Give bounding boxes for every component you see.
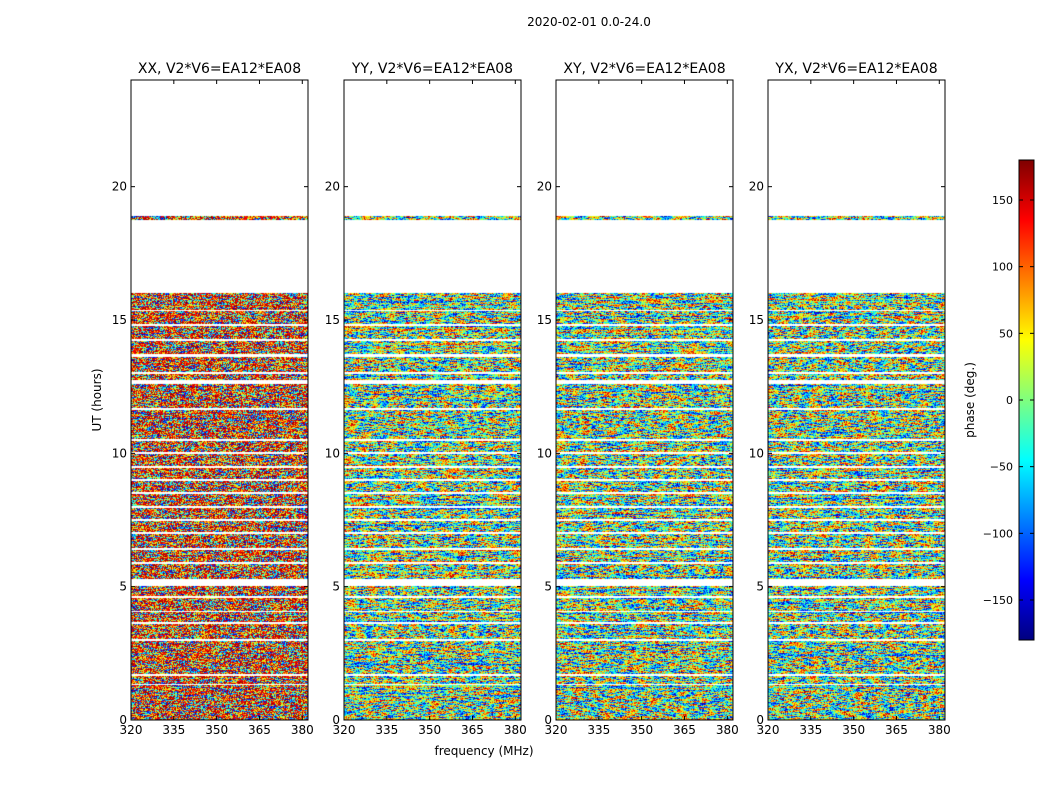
panel-title: YX, V2*V6=EA12*EA08 (774, 61, 937, 77)
y-tick-label: 20 (325, 180, 340, 194)
x-tick-label: 365 (248, 723, 271, 737)
y-axis-label: UT (hours) (90, 368, 104, 431)
panel-xy: XY, V2*V6=EA12*EA08 320 335 350 365 380 0 5 10 15… (537, 61, 739, 737)
colorbar-tick-label: 50 (999, 327, 1013, 340)
phase-heatmap-image (344, 80, 521, 720)
y-tick-label: 10 (112, 446, 127, 460)
x-tick-label: 365 (885, 723, 908, 737)
x-tick-label: 335 (375, 723, 398, 737)
x-tick-label: 335 (587, 723, 610, 737)
x-tick-label: 335 (799, 723, 822, 737)
x-tick-label: 350 (842, 723, 865, 737)
colorbar-label: phase (deg.) (963, 362, 977, 438)
x-tick-label: 350 (630, 723, 653, 737)
x-tick-label: 320 (120, 723, 143, 737)
x-tick-label: 365 (673, 723, 696, 737)
y-tick-label: 15 (112, 313, 127, 327)
panel-frame (130, 79, 309, 721)
y-tick-label: 0 (332, 713, 340, 727)
x-tick-label: 380 (928, 723, 951, 737)
y-tick-label: 20 (537, 180, 552, 194)
y-tick-label: 5 (544, 580, 552, 594)
x-tick-label: 380 (291, 723, 314, 737)
figure-suptitle: 2020-02-01 0.0-24.0 (527, 15, 651, 29)
y-tick-label: 10 (325, 446, 340, 460)
panel-yy: YY, V2*V6=EA12*EA08 320 335 350 365 380 0 5 10 15… (325, 61, 527, 737)
y-tick-label: 10 (749, 446, 764, 460)
colorbar-tick-label: −50 (990, 461, 1013, 474)
y-tick-label: 5 (119, 580, 127, 594)
x-axis-label: frequency (MHz) (434, 744, 533, 758)
y-tick-label: 0 (544, 713, 552, 727)
x-tick-label: 380 (504, 723, 527, 737)
colorbar-tick-label: 0 (1006, 394, 1013, 407)
colorbar-tick-label: −100 (983, 527, 1013, 540)
colorbar-tick-label: 100 (992, 261, 1013, 274)
y-tick-label: 15 (749, 313, 764, 327)
x-tick-label: 320 (545, 723, 568, 737)
colorbar: 150 100 50 0 −50 −100 −150 phase (deg.) (963, 159, 1035, 641)
y-tick-label: 5 (332, 580, 340, 594)
panel-title: XX, V2*V6=EA12*EA08 (138, 61, 301, 77)
x-tick-label: 335 (162, 723, 185, 737)
y-tick-label: 15 (537, 313, 552, 327)
panel-frame (767, 79, 946, 721)
x-tick-label: 350 (418, 723, 441, 737)
y-tick-label: 15 (325, 313, 340, 327)
panel-title: YY, V2*V6=EA12*EA08 (351, 61, 513, 77)
colorbar-tick-label: −150 (983, 594, 1013, 607)
y-tick-label: 20 (749, 180, 764, 194)
phase-heatmap-image (556, 80, 733, 720)
x-tick-label: 320 (333, 723, 356, 737)
panel-frame (555, 79, 734, 721)
colorbar-tick-label: 150 (992, 194, 1013, 207)
x-tick-label: 350 (205, 723, 228, 737)
y-tick-label: 20 (112, 180, 127, 194)
panel-xx: XX, V2*V6=EA12*EA08 320 335 350 365 380 0 5 10 15… (112, 61, 314, 737)
y-tick-label: 10 (537, 446, 552, 460)
x-tick-label: 320 (757, 723, 780, 737)
panel-title: XY, V2*V6=EA12*EA08 (563, 61, 725, 77)
y-tick-label: 0 (756, 713, 764, 727)
phase-heatmap-image (768, 80, 945, 720)
panel-yx: YX, V2*V6=EA12*EA08 320 335 350 365 380 0 5 10 15… (749, 61, 951, 737)
y-tick-label: 5 (756, 580, 764, 594)
x-tick-label: 380 (716, 723, 739, 737)
panel-frame (343, 79, 522, 721)
x-tick-label: 365 (461, 723, 484, 737)
phase-heatmap-image (131, 80, 308, 720)
y-tick-label: 0 (119, 713, 127, 727)
